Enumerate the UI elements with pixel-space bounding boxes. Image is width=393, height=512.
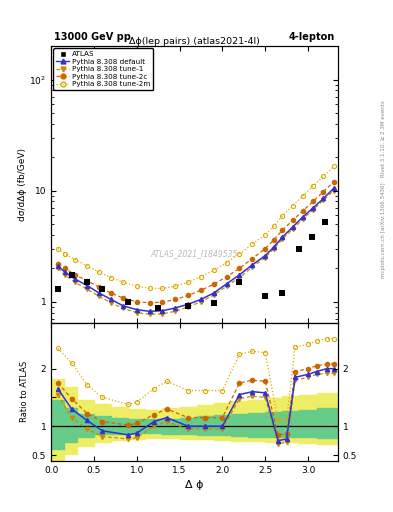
Point — [125, 297, 131, 306]
Point — [236, 278, 242, 286]
Point — [84, 278, 90, 286]
Point — [99, 285, 106, 293]
Point — [262, 292, 268, 301]
Point — [211, 299, 217, 307]
Point — [185, 302, 191, 310]
Legend: ATLAS, Pythia 8.308 default, Pythia 8.308 tune-1, Pythia 8.308 tune-2c, Pythia 8: ATLAS, Pythia 8.308 default, Pythia 8.30… — [53, 48, 153, 90]
Point — [55, 285, 61, 293]
Title: Δϕ(lep pairs) (atlas2021-4l): Δϕ(lep pairs) (atlas2021-4l) — [129, 37, 260, 46]
X-axis label: Δ ϕ: Δ ϕ — [185, 480, 204, 490]
Point — [279, 289, 285, 297]
Point — [309, 233, 316, 242]
Text: Rivet 3.1.10, ≥ 2.3M events: Rivet 3.1.10, ≥ 2.3M events — [381, 100, 386, 177]
Text: mcplots.cern.ch [arXiv:1306.3436]: mcplots.cern.ch [arXiv:1306.3436] — [381, 183, 386, 278]
Y-axis label: Ratio to ATLAS: Ratio to ATLAS — [20, 361, 29, 422]
Y-axis label: dσ/dΔϕ (fb/GeV): dσ/dΔϕ (fb/GeV) — [18, 148, 26, 221]
Point — [322, 218, 328, 226]
Text: 4-lepton: 4-lepton — [289, 32, 335, 42]
Text: 13000 GeV pp: 13000 GeV pp — [54, 32, 131, 42]
Point — [68, 271, 75, 279]
Point — [296, 245, 303, 253]
Text: ATLAS_2021_I1849535: ATLAS_2021_I1849535 — [151, 249, 238, 258]
Point — [155, 304, 161, 312]
